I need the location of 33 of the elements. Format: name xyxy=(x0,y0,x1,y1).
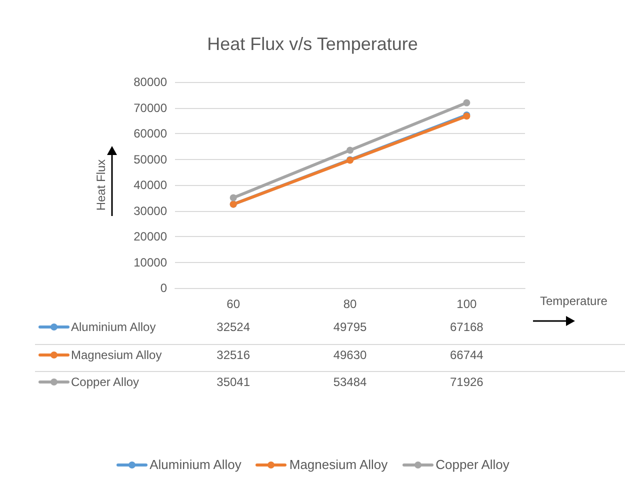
data-label: 49630 xyxy=(332,346,368,364)
y-tick-label: 10000 xyxy=(134,255,168,270)
point xyxy=(230,194,237,202)
y-tick-label: 80000 xyxy=(134,75,168,89)
data-label: 67168 xyxy=(448,319,484,336)
y-tick-label: 70000 xyxy=(134,100,168,115)
data-label: 32524 xyxy=(216,319,252,336)
y-tick-label: 40000 xyxy=(134,178,168,192)
chart-title: Heat Flux v/s Temperature xyxy=(207,34,418,54)
x-tick-label: 80 xyxy=(343,297,357,311)
y-axis-title: Heat Flux xyxy=(94,159,108,211)
data-label: 66744 xyxy=(448,346,484,364)
x-tick-label: 100 xyxy=(456,297,477,311)
y-tick-label: 50000 xyxy=(134,152,168,166)
point xyxy=(346,146,354,154)
legend-label: Copper Alloy xyxy=(71,374,140,391)
data-label: 49795 xyxy=(332,319,368,336)
y-tick-label: 60000 xyxy=(134,126,168,140)
point xyxy=(463,99,470,106)
data-label: 53484 xyxy=(332,374,368,391)
y-tick-label: 20000 xyxy=(134,230,168,244)
legend-label: Aluminium Alloy xyxy=(71,319,156,336)
x-tick-label: 60 xyxy=(226,297,240,311)
data-label: 32516 xyxy=(216,346,252,364)
text: Magnesium Alloy xyxy=(289,457,388,472)
x-axis-title: Temperature xyxy=(540,294,608,308)
text: Aluminium Alloy xyxy=(150,457,242,472)
text: Copper Alloy xyxy=(436,457,510,472)
data-label: 71926 xyxy=(448,374,484,391)
data-label: 35041 xyxy=(216,374,252,391)
y-tick-label: 0 xyxy=(160,281,168,295)
y-tick-label: 30000 xyxy=(134,204,168,218)
legend-label: Magnesium Alloy xyxy=(71,346,162,364)
